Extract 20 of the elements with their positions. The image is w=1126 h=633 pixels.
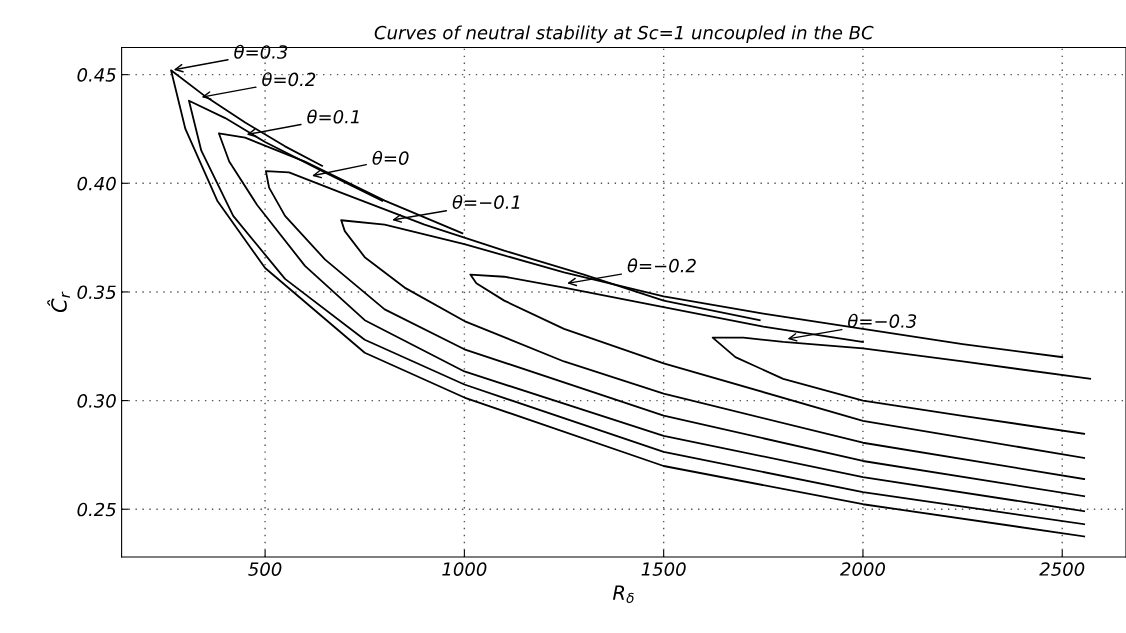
y-tick-label: 0.40 (77, 176, 116, 191)
annotation: θ=−0.2 (627, 258, 696, 273)
annotation: θ=0 (372, 150, 409, 165)
chart-title: Curves of neutral stability at Sc=1 uncoupled in the BC (374, 25, 874, 43)
x-tick-label: 2000 (840, 562, 886, 576)
annotation: θ=0.1 (307, 109, 359, 124)
y-tick-label: 0.35 (77, 285, 116, 300)
y-tick-label: 0.30 (77, 394, 116, 408)
x-tick-label: 500 (248, 562, 282, 576)
x-tick-label: 2500 (1039, 562, 1085, 576)
annotation: θ=0.3 (234, 44, 288, 59)
annotation: θ=−0.1 (452, 194, 520, 210)
x-tick-label: 1000 (442, 562, 487, 576)
annotation: θ=0.2 (262, 72, 316, 87)
x-axis-title: R$_{δ}$ (612, 585, 634, 604)
x-tick-label: 1500 (641, 562, 686, 576)
annotation: θ=−0.3 (848, 313, 917, 328)
y-tick-label: 0.45 (77, 68, 116, 82)
y-tick-label: 0.25 (77, 502, 116, 517)
y-axis-title: Ĉ$_{r}$ (47, 291, 70, 313)
